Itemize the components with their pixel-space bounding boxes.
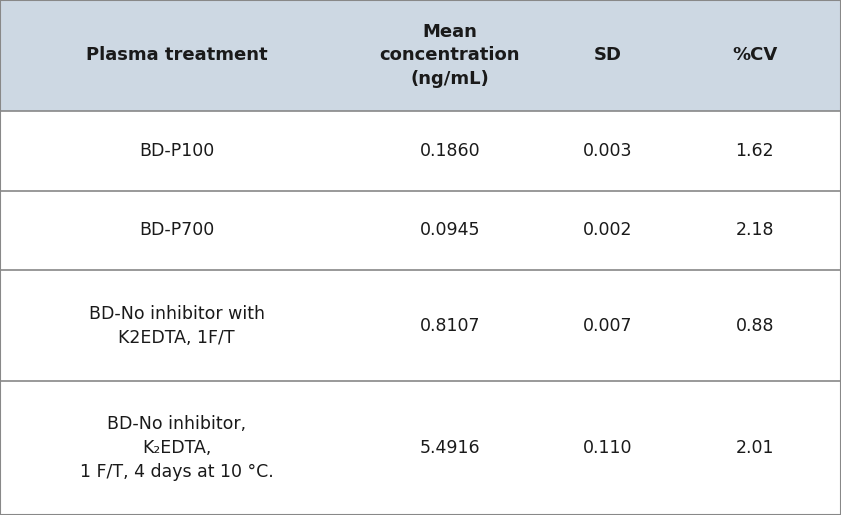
Text: 0.88: 0.88 (736, 317, 774, 335)
Text: SD: SD (594, 46, 621, 64)
Text: 0.1860: 0.1860 (420, 142, 480, 160)
Text: 0.110: 0.110 (583, 439, 632, 457)
Text: 2.01: 2.01 (736, 439, 774, 457)
Text: Mean
concentration
(ng/mL): Mean concentration (ng/mL) (379, 23, 521, 88)
Text: Plasma treatment: Plasma treatment (86, 46, 267, 64)
Text: 1.62: 1.62 (736, 142, 774, 160)
Text: 0.0945: 0.0945 (420, 221, 480, 239)
Bar (0, 0, 841, 111)
Text: %CV: %CV (733, 46, 777, 64)
Text: BD-No inhibitor with
K2EDTA, 1F/T: BD-No inhibitor with K2EDTA, 1F/T (88, 305, 265, 347)
Text: BD-P700: BD-P700 (139, 221, 214, 239)
Text: BD-No inhibitor,
K₂EDTA,
1 F/T, 4 days at 10 °C.: BD-No inhibitor, K₂EDTA, 1 F/T, 4 days a… (80, 416, 273, 480)
Text: 0.007: 0.007 (583, 317, 632, 335)
Text: 0.003: 0.003 (583, 142, 632, 160)
Text: BD-P100: BD-P100 (139, 142, 214, 160)
Text: 0.8107: 0.8107 (420, 317, 480, 335)
Text: 0.002: 0.002 (583, 221, 632, 239)
Text: 2.18: 2.18 (736, 221, 774, 239)
Bar (0, 111, 841, 515)
Text: 5.4916: 5.4916 (420, 439, 480, 457)
